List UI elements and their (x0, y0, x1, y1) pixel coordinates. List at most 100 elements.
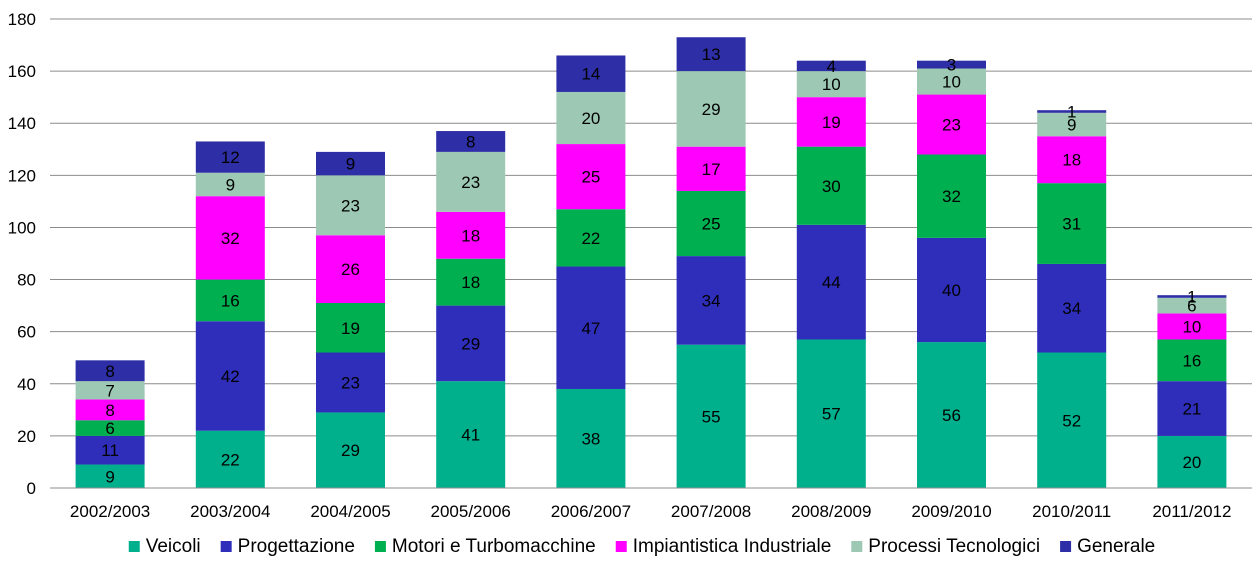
bar-segment-motori-e-turbomacchine (436, 258, 506, 306)
data-label: 52 (1062, 411, 1081, 430)
bar-segment-veicoli (436, 381, 506, 488)
data-label: 9 (226, 175, 235, 194)
bar-segment-generale (195, 141, 265, 173)
data-label: 19 (341, 319, 360, 338)
legend-label: Generale (1077, 536, 1155, 557)
bar-segment-processi-tecnologici (556, 91, 626, 145)
data-label: 25 (702, 215, 721, 234)
bar-segment-impiantistica-industriale (917, 94, 986, 155)
bar-segment-impiantistica-industriale (436, 211, 506, 259)
x-tick-label: 2007/2008 (671, 502, 751, 521)
data-label: 57 (822, 405, 841, 424)
bar-segment-veicoli (316, 412, 385, 488)
y-tick-label: 80 (17, 271, 36, 290)
bar-segment-veicoli (75, 464, 145, 488)
bar-segment-processi-tecnologici (75, 381, 145, 400)
data-label: 8 (466, 132, 475, 151)
x-tick-label: 2004/2005 (310, 502, 390, 521)
bars (75, 37, 1227, 488)
data-label: 10 (822, 75, 841, 94)
data-label: 17 (702, 160, 721, 179)
bar-segment-motori-e-turbomacchine (1037, 183, 1107, 264)
data-label: 32 (221, 229, 240, 248)
data-label: 10 (1182, 317, 1201, 336)
y-tick-label: 100 (8, 218, 36, 237)
bar-segment-processi-tecnologici (917, 68, 986, 95)
bar-segment-processi-tecnologici (1037, 112, 1107, 137)
data-label: 25 (581, 168, 600, 187)
data-label: 21 (1182, 400, 1201, 419)
legend-swatch (615, 541, 627, 552)
data-label: 1 (1067, 102, 1076, 121)
bar-segment-processi-tecnologici (796, 71, 866, 98)
data-label: 47 (581, 319, 600, 338)
data-label: 14 (581, 65, 600, 84)
legend-swatch (1060, 541, 1072, 552)
legend-label: Motori e Turbomacchine (392, 536, 596, 557)
bar-segment-progettazione (676, 256, 746, 345)
bar-segment-processi-tecnologici (316, 175, 385, 236)
bar-segment-veicoli (1037, 352, 1107, 488)
bar-segment-impiantistica-industriale (1037, 136, 1107, 184)
data-label: 23 (341, 196, 360, 215)
legend-label: Processi Tecnologici (868, 536, 1040, 557)
legend-item-impiantistica-industriale: Impiantistica Industriale (615, 536, 831, 557)
bar-segment-progettazione (1157, 381, 1227, 436)
bar-segment-veicoli (195, 430, 265, 488)
bar-segment-progettazione (316, 352, 385, 413)
data-label: 30 (822, 177, 841, 196)
bar-segment-progettazione (796, 224, 866, 340)
data-label: 40 (942, 281, 961, 300)
data-label: 1 (1187, 287, 1196, 306)
bar-segment-motori-e-turbomacchine (316, 303, 385, 353)
data-label: 23 (341, 373, 360, 392)
data-label: 29 (702, 100, 721, 119)
bar-segment-generale (917, 60, 986, 69)
legend-item-progettazione: Progettazione (220, 536, 355, 557)
bar-segment-generale (1037, 110, 1107, 113)
bar-segment-progettazione (556, 266, 626, 389)
legend: Veicoli Progettazione Motori e Turbomacchi… (128, 536, 1155, 557)
legend-item-generale: Generale (1060, 536, 1155, 557)
bar-segment-generale (316, 151, 385, 176)
y-tick-label: 140 (8, 114, 36, 133)
data-label: 42 (221, 367, 240, 386)
data-label: 18 (461, 273, 480, 292)
x-tick-label: 2008/2009 (791, 502, 871, 521)
bar-segment-processi-tecnologici (436, 151, 506, 212)
y-tick-label: 20 (17, 427, 36, 446)
y-tick-label: 0 (27, 479, 36, 498)
data-label: 31 (1062, 215, 1081, 234)
bar-segment-motori-e-turbomacchine (1157, 339, 1227, 382)
bar-segment-progettazione (195, 321, 265, 431)
bar-segment-processi-tecnologici (1157, 297, 1227, 314)
data-label: 26 (341, 260, 360, 279)
data-label: 16 (221, 291, 240, 310)
data-label: 9 (105, 467, 114, 486)
bar-segment-generale (676, 37, 746, 72)
bar-segment-motori-e-turbomacchine (796, 146, 866, 225)
x-tick-label: 2006/2007 (551, 502, 631, 521)
legend-label: Progettazione (238, 536, 355, 557)
bar-segment-generale (556, 55, 626, 92)
data-label: 20 (581, 109, 600, 128)
data-label: 10 (942, 73, 961, 92)
data-label: 34 (1062, 299, 1081, 318)
x-tick-label: 2011/2012 (1152, 502, 1231, 521)
data-label: 56 (942, 406, 961, 425)
bar-segment-impiantistica-industriale (796, 97, 866, 147)
bar-segment-veicoli (917, 342, 986, 488)
bar-segment-impiantistica-industriale (195, 196, 265, 280)
bar-segment-impiantistica-industriale (316, 235, 385, 304)
bar-segment-impiantistica-industriale (556, 144, 626, 210)
data-label: 16 (1182, 351, 1201, 370)
data-label: 20 (1182, 453, 1201, 472)
x-tick-label: 2005/2006 (431, 502, 511, 521)
data-label: 12 (221, 148, 240, 167)
data-label: 41 (461, 426, 480, 445)
bar-segment-generale (796, 60, 866, 72)
bar-segment-motori-e-turbomacchine (195, 279, 265, 322)
data-label: 9 (346, 155, 355, 174)
legend-label: Veicoli (146, 536, 201, 557)
